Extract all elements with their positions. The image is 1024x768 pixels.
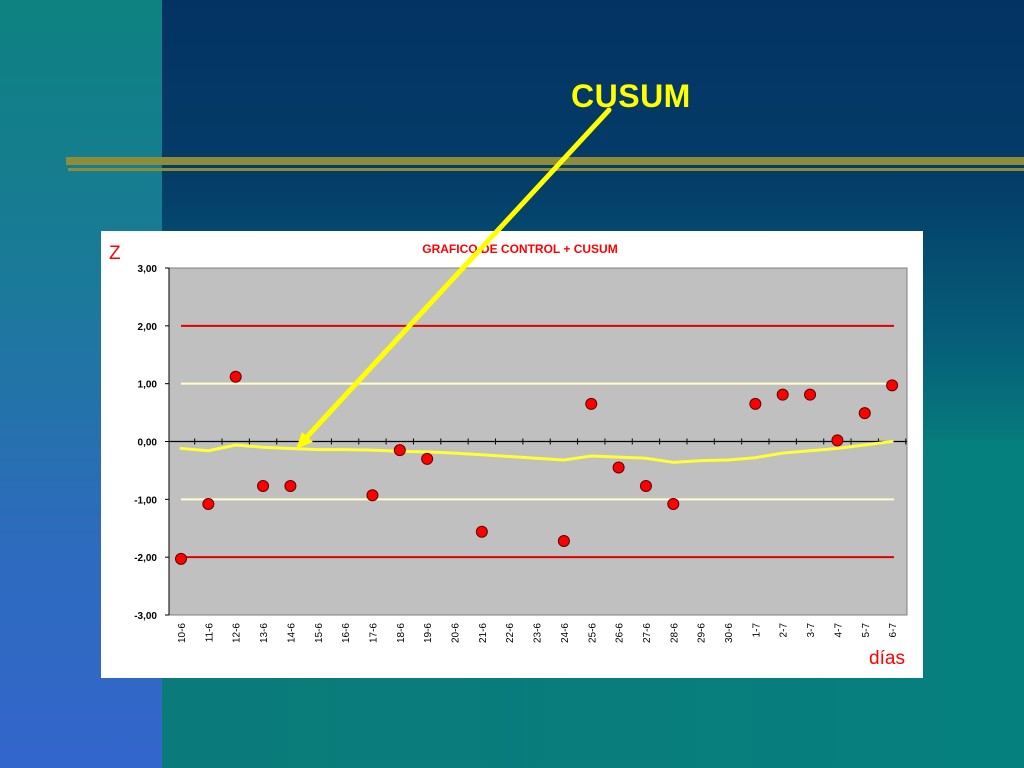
- header-rule-thin: [68, 168, 1024, 171]
- y-axis-label: Z: [109, 243, 121, 264]
- y-tick-label: 1,00: [138, 380, 158, 391]
- y-tick-label: -1,00: [134, 495, 157, 506]
- y-tick-label: -3,00: [134, 611, 157, 622]
- data-point: [175, 552, 187, 565]
- cusum-series: [179, 440, 894, 464]
- reference-lines: [181, 324, 894, 559]
- cusum-line: [179, 440, 894, 464]
- x-tick-label: 24-6: [560, 623, 571, 643]
- x-tick-label: 21-6: [478, 623, 489, 643]
- x-tick-label: 2-7: [779, 623, 790, 638]
- x-tick-label: 28-6: [669, 623, 680, 643]
- x-tick-label: 1-7: [751, 623, 762, 638]
- x-tick-label: 23-6: [533, 623, 544, 643]
- x-tick-label: 22-6: [505, 623, 516, 643]
- x-tick-label: 10-6: [177, 623, 188, 643]
- x-tick-label: 18-6: [396, 623, 407, 643]
- control-chart: 3,00 2,00 1,00 0,00 -1,00 -2,00 -3,00 10-6 11-6 1…: [109, 242, 908, 669]
- y-tick-label: 0,00: [138, 438, 158, 449]
- data-point: [831, 434, 844, 447]
- chart-title: GRAFICO DE CONTROL + CUSUM: [422, 242, 617, 256]
- data-point: [366, 489, 379, 502]
- header-rule-thick: [66, 157, 1024, 165]
- x-tick-label: 3-7: [806, 623, 817, 638]
- x-tick-label: 6-7: [888, 623, 899, 638]
- x-tick-label: 20-6: [451, 623, 462, 643]
- data-point: [667, 497, 680, 510]
- data-point: [612, 461, 625, 474]
- x-tick-label: 26-6: [615, 623, 626, 643]
- data-point: [475, 525, 488, 538]
- y-tick-label: 2,00: [138, 322, 158, 333]
- data-point: [284, 480, 297, 493]
- x-tick-label: 5-7: [861, 623, 872, 638]
- y-tick-label: 3,00: [138, 264, 158, 275]
- data-point: [804, 388, 817, 401]
- x-tick-label: 17-6: [368, 623, 379, 643]
- x-tick-label: 12-6: [232, 623, 243, 643]
- data-point: [421, 452, 434, 465]
- x-tick-label: 19-6: [423, 623, 434, 643]
- axes: 3,00 2,00 1,00 0,00 -1,00 -2,00 -3,00 10-6 11-6 1…: [134, 264, 907, 643]
- y-tick-label: -2,00: [134, 553, 157, 564]
- x-tick-label: 16-6: [341, 623, 352, 643]
- data-point: [393, 444, 406, 457]
- data-point: [557, 534, 570, 547]
- data-point: [858, 407, 871, 420]
- data-point: [749, 397, 762, 410]
- x-tick-label: 29-6: [697, 623, 708, 643]
- x-tick-label: 25-6: [587, 623, 598, 643]
- x-tick-label: 15-6: [314, 623, 325, 643]
- data-point: [202, 497, 215, 510]
- x-tick-label: 11-6: [204, 623, 215, 643]
- data-point: [886, 379, 899, 392]
- chart-container: 3,00 2,00 1,00 0,00 -1,00 -2,00 -3,00 10-6 11-6 1…: [101, 231, 923, 678]
- x-tick-label: 4-7: [833, 623, 844, 638]
- data-point: [776, 388, 789, 401]
- data-point: [229, 370, 242, 383]
- x-tick-label: 27-6: [642, 623, 653, 643]
- z-points-series: [175, 370, 899, 565]
- x-tick-label: 13-6: [259, 623, 270, 643]
- x-tick-label: 30-6: [724, 623, 735, 643]
- slide-title: CUSUM: [571, 78, 691, 114]
- data-point: [585, 397, 598, 410]
- data-point: [639, 480, 652, 493]
- cusum-arrow: [296, 107, 612, 449]
- data-point: [257, 480, 270, 493]
- x-tick-label: 14-6: [286, 623, 297, 643]
- x-axis-label: días: [869, 648, 905, 669]
